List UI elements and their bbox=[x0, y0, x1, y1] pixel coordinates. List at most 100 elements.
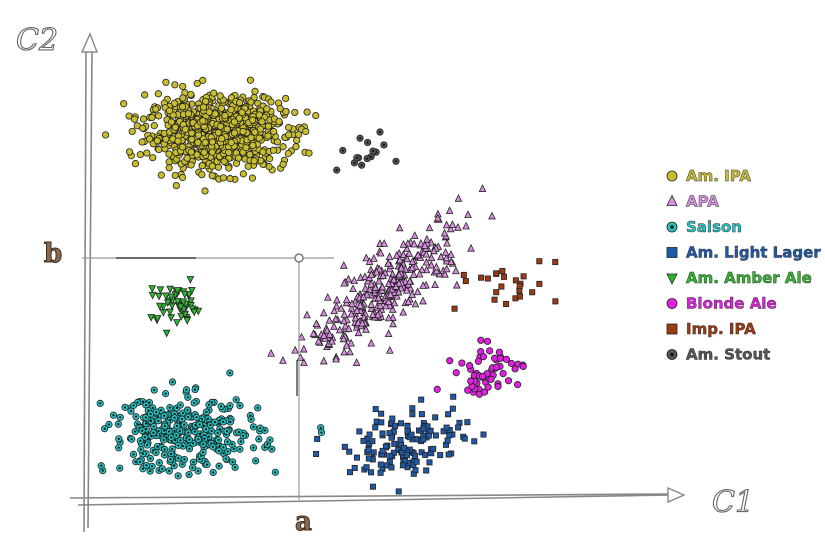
data-point-center bbox=[117, 437, 120, 440]
data-point bbox=[499, 267, 506, 274]
data-point bbox=[227, 138, 235, 147]
legend-label-apa: APA bbox=[686, 193, 719, 211]
data-point bbox=[181, 291, 189, 299]
data-point bbox=[486, 347, 494, 355]
data-point-center bbox=[134, 460, 137, 463]
data-point bbox=[420, 425, 427, 432]
data-point-center bbox=[394, 160, 398, 163]
data-point-center bbox=[168, 469, 171, 473]
data-point bbox=[502, 355, 511, 363]
data-point bbox=[484, 275, 491, 282]
data-point-center bbox=[136, 401, 139, 404]
data-point bbox=[479, 372, 487, 380]
data-point bbox=[451, 305, 458, 312]
data-point bbox=[200, 148, 208, 157]
data-point-center bbox=[144, 422, 148, 425]
data-point bbox=[397, 263, 406, 272]
legend-label-blonde-ale: Blonde Ale bbox=[686, 295, 777, 313]
data-point-center bbox=[266, 443, 269, 446]
data-point bbox=[342, 295, 351, 304]
data-point bbox=[156, 286, 165, 295]
data-point bbox=[467, 243, 475, 252]
data-point-center bbox=[163, 429, 166, 432]
data-point bbox=[401, 444, 408, 451]
data-point bbox=[395, 255, 404, 264]
data-point bbox=[205, 108, 213, 116]
data-point-center bbox=[235, 398, 238, 401]
data-point bbox=[331, 314, 340, 323]
data-point-center bbox=[157, 429, 160, 433]
data-point-center bbox=[217, 465, 221, 468]
data-point-center bbox=[177, 457, 180, 460]
data-point bbox=[350, 276, 359, 284]
data-point bbox=[427, 427, 434, 434]
data-point bbox=[325, 315, 334, 324]
data-point bbox=[399, 250, 408, 259]
data-point bbox=[153, 137, 161, 145]
data-point bbox=[328, 336, 336, 345]
data-point bbox=[269, 146, 278, 154]
data-point bbox=[214, 129, 222, 137]
data-point bbox=[282, 94, 290, 103]
data-point bbox=[187, 90, 195, 99]
data-point-center bbox=[174, 438, 177, 442]
legend-label-am-stout: Am. Stout bbox=[686, 346, 770, 364]
data-point bbox=[162, 78, 170, 86]
data-point bbox=[131, 160, 140, 168]
data-point-center bbox=[229, 420, 232, 424]
data-point bbox=[493, 270, 500, 277]
data-point bbox=[444, 437, 451, 444]
data-point bbox=[183, 317, 192, 325]
data-point-center bbox=[369, 155, 373, 158]
series-am-amber-ale bbox=[147, 276, 203, 338]
data-point-center bbox=[232, 447, 235, 450]
data-point-center bbox=[263, 429, 267, 432]
data-point bbox=[356, 428, 363, 435]
data-point bbox=[194, 138, 202, 147]
data-point bbox=[362, 253, 371, 262]
data-point bbox=[423, 467, 430, 474]
data-point-center bbox=[178, 429, 181, 433]
data-point-center bbox=[154, 451, 158, 454]
data-point bbox=[347, 338, 355, 347]
data-point bbox=[146, 135, 154, 143]
data-point bbox=[101, 131, 110, 139]
legend: Am. IPA APA Saison Am. Light Lager Am. Amber… bbox=[666, 167, 822, 364]
data-point-center bbox=[183, 458, 186, 461]
data-point bbox=[199, 76, 207, 84]
data-point-center bbox=[185, 388, 188, 391]
data-point-center bbox=[99, 402, 102, 405]
data-point-center bbox=[175, 406, 179, 410]
legend-marker-am-light-lager bbox=[666, 247, 678, 258]
data-point bbox=[120, 100, 128, 108]
data-point bbox=[143, 149, 151, 157]
data-point-center bbox=[203, 437, 206, 440]
data-point-center bbox=[152, 431, 155, 434]
data-point-center bbox=[219, 405, 223, 408]
data-point bbox=[314, 336, 323, 345]
data-point bbox=[379, 447, 386, 454]
data-point bbox=[351, 313, 360, 322]
data-point-center bbox=[252, 446, 255, 449]
data-point bbox=[402, 285, 411, 294]
data-point bbox=[395, 488, 402, 495]
data-point-center bbox=[157, 419, 160, 422]
data-point bbox=[166, 285, 175, 294]
data-point bbox=[139, 115, 148, 123]
data-point bbox=[392, 250, 401, 259]
data-point-center bbox=[238, 404, 242, 407]
data-point-center bbox=[148, 469, 152, 473]
data-point bbox=[201, 187, 209, 195]
data-point bbox=[165, 107, 174, 115]
data-point-center bbox=[144, 403, 148, 407]
data-point bbox=[552, 259, 559, 266]
data-point bbox=[219, 174, 228, 182]
data-point bbox=[384, 297, 393, 305]
data-point bbox=[493, 363, 501, 371]
data-point bbox=[340, 347, 349, 356]
data-point bbox=[162, 135, 170, 143]
data-point bbox=[313, 451, 320, 458]
data-point-center bbox=[212, 471, 215, 474]
data-point-center bbox=[119, 416, 122, 419]
data-point bbox=[443, 238, 451, 247]
